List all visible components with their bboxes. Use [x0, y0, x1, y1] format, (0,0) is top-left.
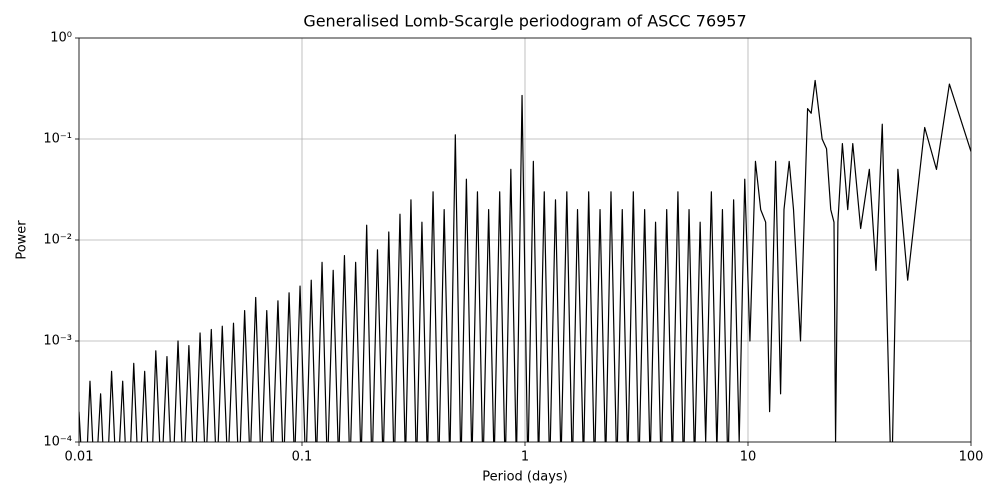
- chart-title: Generalised Lomb-Scargle periodogram of …: [303, 12, 746, 31]
- y-axis-label: Power: [15, 220, 30, 260]
- x-tick-label: 100: [959, 450, 984, 465]
- y-tick-label: 10⁻¹: [43, 132, 72, 147]
- y-tick-label: 10⁻²: [43, 233, 72, 248]
- y-tick-label: 10⁰: [50, 31, 72, 46]
- x-tick-label: 0.1: [292, 450, 313, 465]
- periodogram-line: [79, 79, 971, 442]
- y-tick-label: 10⁻³: [43, 334, 72, 349]
- plot-area: [79, 79, 971, 442]
- x-axis-label: Period (days): [482, 470, 568, 485]
- y-tick-label: 10⁻⁴: [43, 435, 72, 450]
- x-tick-label: 10: [740, 450, 757, 465]
- x-tick-label: 0.01: [65, 450, 94, 465]
- x-tick-label: 1: [521, 450, 529, 465]
